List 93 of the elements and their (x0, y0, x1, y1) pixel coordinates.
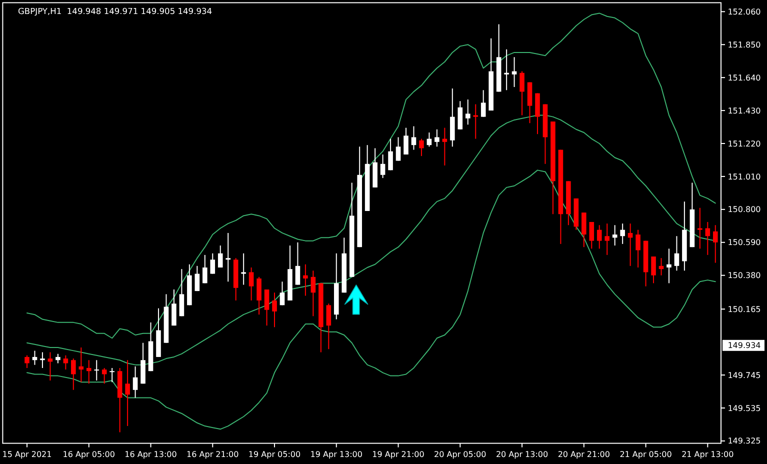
candlestick (636, 229, 640, 268)
candlestick (140, 342, 146, 384)
candlestick (272, 292, 277, 328)
x-tick-label: 16 Apr 13:00 (124, 450, 177, 459)
candlestick (404, 127, 408, 155)
candlestick (612, 224, 618, 246)
candlestick (248, 267, 254, 301)
candlestick (434, 128, 440, 148)
x-tick-label: 20 Apr 21:00 (558, 450, 610, 459)
candlestick (295, 242, 300, 286)
text: GBPJPY,H1 149.948 149.971 149.905 149.934 (18, 6, 212, 16)
candlestick (86, 360, 92, 384)
candlestick (450, 88, 455, 148)
x-tick-label: 20 Apr 13:00 (496, 450, 548, 459)
candlestick (442, 127, 448, 166)
candlestick (465, 99, 470, 126)
x-tick-label: 21 Apr 05:00 (620, 450, 672, 459)
candlestick (218, 245, 223, 268)
candlestick (71, 358, 76, 390)
candlestick (94, 360, 100, 382)
candlestick (226, 232, 230, 282)
candlestick (520, 70, 524, 116)
candlestick (280, 281, 285, 306)
y-tick-label: 150.800 (728, 205, 761, 214)
y-tick-label: 151.010 (728, 172, 761, 182)
x-tick-label: 19 Apr 05:00 (248, 450, 301, 459)
candlestick (628, 223, 633, 266)
candlestick (194, 265, 200, 292)
candlestick (535, 92, 540, 135)
candlestick (388, 138, 393, 171)
candlestick (698, 207, 702, 250)
x-tick-label: 16 Apr 21:00 (186, 450, 239, 459)
candlestick (264, 288, 270, 326)
candlestick (380, 154, 386, 179)
y-tick-label: 150.380 (728, 271, 761, 280)
candlestick (620, 223, 625, 244)
candlestick (480, 90, 486, 118)
candlestick (651, 256, 656, 284)
candlestick (24, 354, 30, 368)
candlestick (210, 252, 216, 274)
candlestick (473, 104, 478, 140)
candlestick (63, 354, 68, 370)
text: 149.934 (728, 341, 761, 350)
candlestick (712, 224, 718, 264)
candlestick (32, 350, 38, 366)
candlestick (110, 367, 114, 383)
x-tick-label: 21 Apr 13:00 (682, 450, 734, 459)
candlestick (310, 270, 316, 317)
candlestick (419, 138, 424, 157)
line-series (26, 170, 716, 430)
y-tick-label: 151.640 (728, 73, 761, 82)
y-tick-label: 151.430 (728, 106, 761, 116)
candlestick (78, 347, 84, 383)
candlestick (666, 248, 672, 284)
candlestick (48, 352, 53, 382)
candlestick (303, 264, 308, 296)
y-tick-label: 152.060 (728, 7, 761, 16)
x-tick-label: 20 Apr 05:00 (434, 450, 486, 459)
candlestick (396, 136, 401, 162)
y-tick-label: 149.745 (728, 370, 761, 380)
candlestick (458, 100, 463, 130)
candlestick (426, 132, 432, 148)
candlestick (256, 276, 262, 316)
y-tick-label: 149.535 (728, 404, 761, 413)
candlestick (596, 224, 602, 250)
candlestick (411, 126, 416, 150)
candlestick (527, 82, 532, 124)
candlestick (125, 360, 130, 427)
y-tick-label: 149.325 (728, 436, 761, 446)
candlestick (604, 223, 610, 256)
candlestick (102, 367, 107, 384)
candlestick (132, 366, 138, 398)
candlestick (172, 288, 176, 326)
candlestick (40, 352, 45, 368)
candlestick (589, 221, 594, 250)
candlestick (202, 254, 208, 284)
candlestick (241, 252, 246, 286)
candlestick (179, 268, 184, 317)
candlestick (504, 48, 509, 91)
candlestick (674, 236, 680, 272)
x-tick-label: 15 Apr 2021 (2, 450, 52, 459)
y-tick-label: 150.590 (728, 238, 761, 248)
candlestick (658, 258, 664, 276)
candlestick (582, 212, 586, 248)
candlestick (512, 56, 517, 88)
x-tick-label: 19 Apr 13:00 (310, 450, 362, 459)
x-tick-label: 16 Apr 05:00 (62, 450, 115, 459)
y-tick-label: 150.165 (728, 304, 761, 314)
candlestick (326, 303, 332, 350)
y-tick-label: 151.220 (728, 139, 761, 148)
y-tick-label: 151.850 (728, 40, 761, 50)
x-tick-label: 19 Apr 21:00 (372, 450, 424, 459)
candlestick (56, 353, 60, 364)
